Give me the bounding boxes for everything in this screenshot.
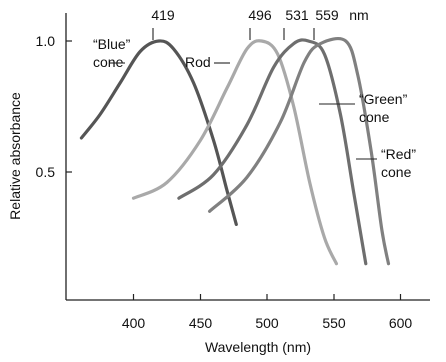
curve-green-cone — [177, 38, 368, 266]
y-tick-label-0-5: 0.5 — [36, 164, 56, 180]
peak-label-nm: nm — [349, 7, 368, 23]
curve-red-cone — [207, 37, 391, 266]
x-tick-label-550: 550 — [322, 315, 346, 331]
x-tick-label-400: 400 — [122, 315, 146, 331]
annotation-green-cone-line-2: cone — [359, 109, 390, 125]
peak-label-531: 531 — [285, 7, 309, 23]
peak-label-559: 559 — [315, 7, 339, 23]
y-axis-label: Relative absorbance — [7, 92, 23, 220]
annotation-blue-cone-line-2: cone — [93, 54, 124, 70]
x-tick-label-450: 450 — [189, 315, 213, 331]
peak-label-layer: 419 496 531 559 nm — [151, 7, 369, 40]
x-tick-label-500: 500 — [255, 315, 279, 331]
annotation-green-cone: “Green” cone — [359, 91, 408, 125]
annotation-red-cone-line-2: cone — [381, 164, 412, 180]
annotation-red-cone: “Red” cone — [381, 146, 416, 180]
annotation-rod-line-1: Rod — [185, 54, 211, 70]
tick-layer: 400 450 500 550 600 0.5 1.0 — [36, 33, 413, 331]
x-tick-label-600: 600 — [389, 315, 413, 331]
annotation-layer: “Blue” cone Rod “Green” cone “Red” cone — [93, 36, 416, 180]
x-axis-label: Wavelength (nm) — [205, 339, 311, 355]
annotation-red-cone-line-1: “Red” — [381, 146, 416, 162]
peak-label-419: 419 — [151, 7, 175, 23]
annotation-blue-cone-line-1: “Blue” — [93, 36, 131, 52]
peak-label-496: 496 — [248, 7, 272, 23]
curve-rod — [131, 39, 339, 266]
plot-frame — [65, 13, 430, 301]
annotation-blue-cone: “Blue” cone — [93, 36, 131, 70]
y-tick-label-1-0: 1.0 — [36, 33, 56, 49]
annotation-rod: Rod — [185, 54, 211, 70]
curve-layer — [79, 37, 391, 266]
annotation-green-cone-line-1: “Green” — [359, 91, 408, 107]
